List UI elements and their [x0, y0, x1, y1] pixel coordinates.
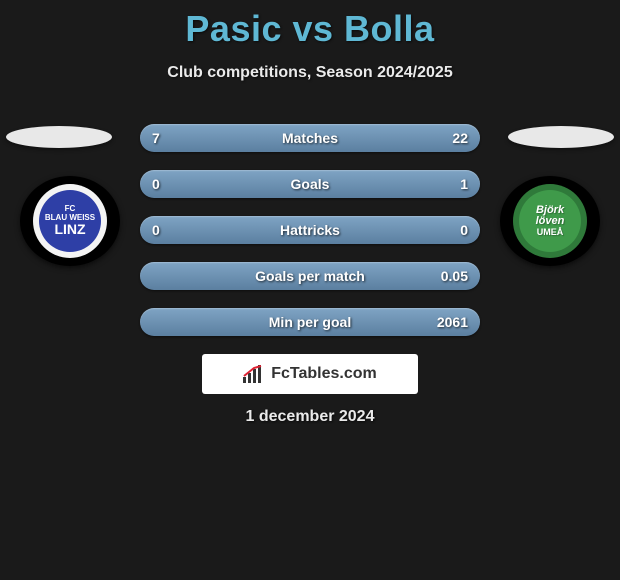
stat-row: Goals per match 0.05: [140, 262, 480, 290]
left-club-badge-outer: FC BLAU WEISS LINZ: [33, 184, 107, 258]
stat-label: Goals per match: [140, 262, 480, 290]
right-club-badge-inner: Björk löven UMEÅ: [513, 184, 587, 258]
left-player-avatar-placeholder: [6, 126, 112, 148]
brand-badge[interactable]: FcTables.com: [202, 354, 418, 394]
brand-text: FcTables.com: [271, 365, 377, 383]
stat-row: Min per goal 2061: [140, 308, 480, 336]
stat-right-value: 2061: [437, 308, 468, 336]
stat-label: Hattricks: [140, 216, 480, 244]
footer-date: 1 december 2024: [0, 408, 620, 426]
stat-label: Matches: [140, 124, 480, 152]
stat-label: Min per goal: [140, 308, 480, 336]
right-player-avatar-placeholder: [508, 126, 614, 148]
stats-table: 7 Matches 22 0 Goals 1 0 Hattricks 0 Goa…: [140, 124, 480, 354]
left-club-line3: LINZ: [54, 222, 85, 237]
left-club-badge: FC BLAU WEISS LINZ: [20, 176, 120, 266]
stat-row: 0 Goals 1: [140, 170, 480, 198]
comparison-card: Pasic vs Bolla Club competitions, Season…: [0, 0, 620, 580]
stat-right-value: 0.05: [441, 262, 468, 290]
chart-icon: [243, 365, 265, 383]
subtitle: Club competitions, Season 2024/2025: [0, 64, 620, 82]
stat-row: 0 Hattricks 0: [140, 216, 480, 244]
right-club-line3: UMEÅ: [537, 228, 564, 237]
stat-right-value: 0: [460, 216, 468, 244]
stat-right-value: 1: [460, 170, 468, 198]
stat-right-value: 22: [452, 124, 468, 152]
stat-row: 7 Matches 22: [140, 124, 480, 152]
stat-label: Goals: [140, 170, 480, 198]
page-title: Pasic vs Bolla: [0, 8, 620, 50]
right-club-badge: Björk löven UMEÅ: [500, 176, 600, 266]
left-club-badge-inner: FC BLAU WEISS LINZ: [39, 190, 101, 252]
